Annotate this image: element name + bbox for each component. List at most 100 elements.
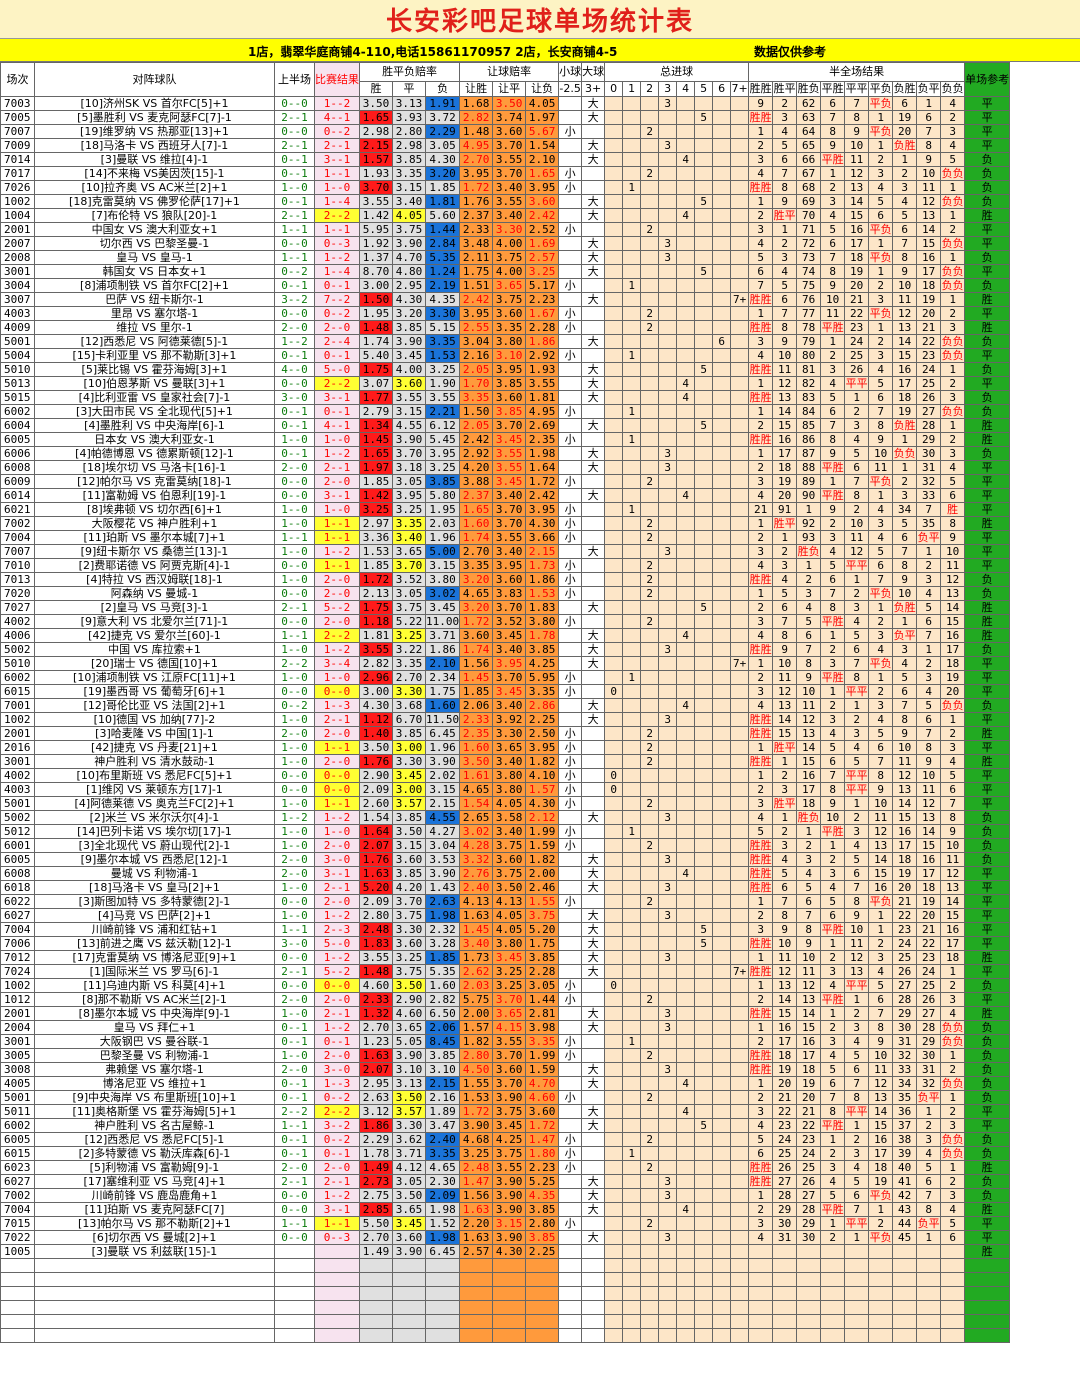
halffull-3: 7 bbox=[820, 768, 846, 783]
halffull-4: 8 bbox=[844, 894, 870, 909]
half-score: 1--0 bbox=[274, 502, 315, 517]
match-teams: [3]曼联 VS 利兹联[15]-1 bbox=[34, 1244, 275, 1259]
halffull-2: 6 bbox=[796, 894, 822, 909]
halffull-2: 88 bbox=[796, 460, 822, 475]
goals-1 bbox=[622, 334, 642, 349]
empty-cell bbox=[916, 1272, 942, 1287]
reference: 平 bbox=[964, 964, 1011, 979]
table-row: 7001 [12]哥伦比亚 VS 法国[2]+1 0--2 1--3 4.30 3.68 1… bbox=[0, 698, 1011, 713]
goals-4 bbox=[676, 1006, 696, 1021]
match-teams: [18]克雷莫纳 VS 佛罗伦萨[17]+1 bbox=[34, 194, 275, 209]
goals-1: 1 bbox=[622, 180, 642, 195]
reference: 平 bbox=[964, 110, 1011, 125]
halffull-3: 8 bbox=[820, 782, 846, 797]
halffull-8: 1 bbox=[940, 362, 966, 377]
halffull-2: 胜负 bbox=[796, 810, 822, 825]
halffull-1: 3 bbox=[772, 838, 798, 853]
halffull-0: 胜胜 bbox=[748, 362, 774, 377]
full-score: 0--0 bbox=[314, 684, 360, 699]
hcp-odds-win: 1.65 bbox=[459, 502, 494, 517]
halffull-0: 6 bbox=[748, 264, 774, 279]
halffull-2: 15 bbox=[796, 1020, 822, 1035]
halffull-3: 1 bbox=[820, 628, 846, 643]
halffull-7: 14 bbox=[916, 222, 942, 237]
halffull-2: 17 bbox=[796, 1048, 822, 1063]
halffull-7: 负平 bbox=[916, 1090, 942, 1105]
small-ball bbox=[558, 110, 583, 125]
match-no: 6014 bbox=[0, 488, 35, 503]
goals-6 bbox=[712, 404, 732, 419]
wdl-odds-draw: 3.50 bbox=[392, 824, 426, 839]
wdl-odds-loss: 3.72 bbox=[424, 110, 461, 125]
halffull-0: 4 bbox=[748, 558, 774, 573]
goals-0 bbox=[604, 572, 624, 587]
hcp-odds-win: 3.40 bbox=[459, 936, 494, 951]
halffull-7: 26 bbox=[916, 390, 942, 405]
big-ball bbox=[581, 572, 606, 587]
halffull-3: 5 bbox=[820, 894, 846, 909]
reference: 平 bbox=[964, 782, 1011, 797]
goals-2 bbox=[640, 1230, 660, 1245]
halffull-8: 负负 bbox=[940, 236, 966, 251]
match-teams: [17]克雷莫纳 VS 博洛尼亚[9]+1 bbox=[34, 950, 275, 965]
match-teams: [7]布伦特 VS 狼队[20]-1 bbox=[34, 208, 275, 223]
halffull-0: 1 bbox=[748, 124, 774, 139]
hcp-odds-win: 3.88 bbox=[459, 474, 494, 489]
goals-3 bbox=[658, 838, 678, 853]
table-row: 7003 [10]济州SK VS 首尔FC[5]+1 0--0 1--2 3.50 3.1… bbox=[0, 96, 1011, 111]
hcp-odds-win: 2.05 bbox=[459, 418, 494, 433]
halffull-0: 4 bbox=[748, 348, 774, 363]
halffull-2: 8 bbox=[796, 656, 822, 671]
wdl-odds-draw: 4.55 bbox=[392, 418, 426, 433]
halffull-8: 11 bbox=[940, 558, 966, 573]
small-ball: 小 bbox=[558, 124, 583, 139]
full-score: 3--1 bbox=[314, 390, 360, 405]
halffull-1: 10 bbox=[772, 656, 798, 671]
half-score: 1--0 bbox=[274, 544, 315, 559]
halffull-5: 16 bbox=[868, 1132, 894, 1147]
table-row: 3001 韩国女 VS 日本女+1 0--2 1--4 8.70 4.80 1.24 1.75… bbox=[0, 264, 1011, 279]
match-no: 7009 bbox=[0, 138, 35, 153]
hcp-odds-win: 1.82 bbox=[459, 1034, 494, 1049]
reference: 平 bbox=[964, 236, 1011, 251]
goals-3: 3 bbox=[658, 1174, 678, 1189]
goals-3 bbox=[658, 1076, 678, 1091]
wdl-odds-win: 2.09 bbox=[359, 782, 393, 797]
empty-cell bbox=[964, 1328, 1011, 1343]
halffull-6: 12 bbox=[892, 768, 918, 783]
subheader-5: 让负 bbox=[525, 81, 560, 97]
hcp-odds-win: 1.53 bbox=[459, 1090, 494, 1105]
halffull-2: 22 bbox=[796, 1118, 822, 1133]
hcp-odds-win: 1.72 bbox=[459, 180, 494, 195]
halffull-7: 28 bbox=[916, 1020, 942, 1035]
match-teams: [9]意大利 VS 北爱尔兰[71]-1 bbox=[34, 614, 275, 629]
hcp-odds-draw: 3.80 bbox=[492, 936, 527, 951]
goals-6 bbox=[712, 810, 732, 825]
halffull-1: 3 bbox=[772, 558, 798, 573]
half-score: 1--0 bbox=[274, 880, 315, 895]
match-no: 7003 bbox=[0, 96, 35, 111]
halffull-8: 4 bbox=[940, 96, 966, 111]
halffull-2: 9 bbox=[796, 936, 822, 951]
hcp-odds-draw: 3.35 bbox=[492, 320, 527, 335]
table-row: 3001 大阪钢巴 VS 曼谷联-1 0--1 0--1 1.23 5.05 8.45 1.8… bbox=[0, 1034, 1011, 1049]
half-score: 0--0 bbox=[274, 950, 315, 965]
hcp-odds-win: 2.65 bbox=[459, 810, 494, 825]
halffull-4: 19 bbox=[844, 264, 870, 279]
big-ball bbox=[581, 222, 606, 237]
goals-0: 0 bbox=[604, 768, 624, 783]
halffull-5: 2 bbox=[868, 1216, 894, 1231]
match-teams: [19]墨西哥 VS 葡萄牙[6]+1 bbox=[34, 684, 275, 699]
big-ball: 大 bbox=[581, 1076, 606, 1091]
goals-4: 4 bbox=[676, 1076, 696, 1091]
wdl-odds-loss: 1.96 bbox=[424, 530, 461, 545]
match-no: 3008 bbox=[0, 1062, 35, 1077]
goals-5: 5 bbox=[694, 600, 714, 615]
goals-1 bbox=[622, 852, 642, 867]
hcp-odds-loss: 1.73 bbox=[525, 558, 560, 573]
goals-4 bbox=[676, 1146, 696, 1161]
small-ball bbox=[558, 1104, 583, 1119]
table-row: 7009 [18]马洛卡 VS 西班牙人[7]-1 2--1 2--1 2.15 2.98… bbox=[0, 138, 1011, 153]
wdl-odds-win: 2.79 bbox=[359, 404, 393, 419]
halffull-7: 1 bbox=[916, 1230, 942, 1245]
